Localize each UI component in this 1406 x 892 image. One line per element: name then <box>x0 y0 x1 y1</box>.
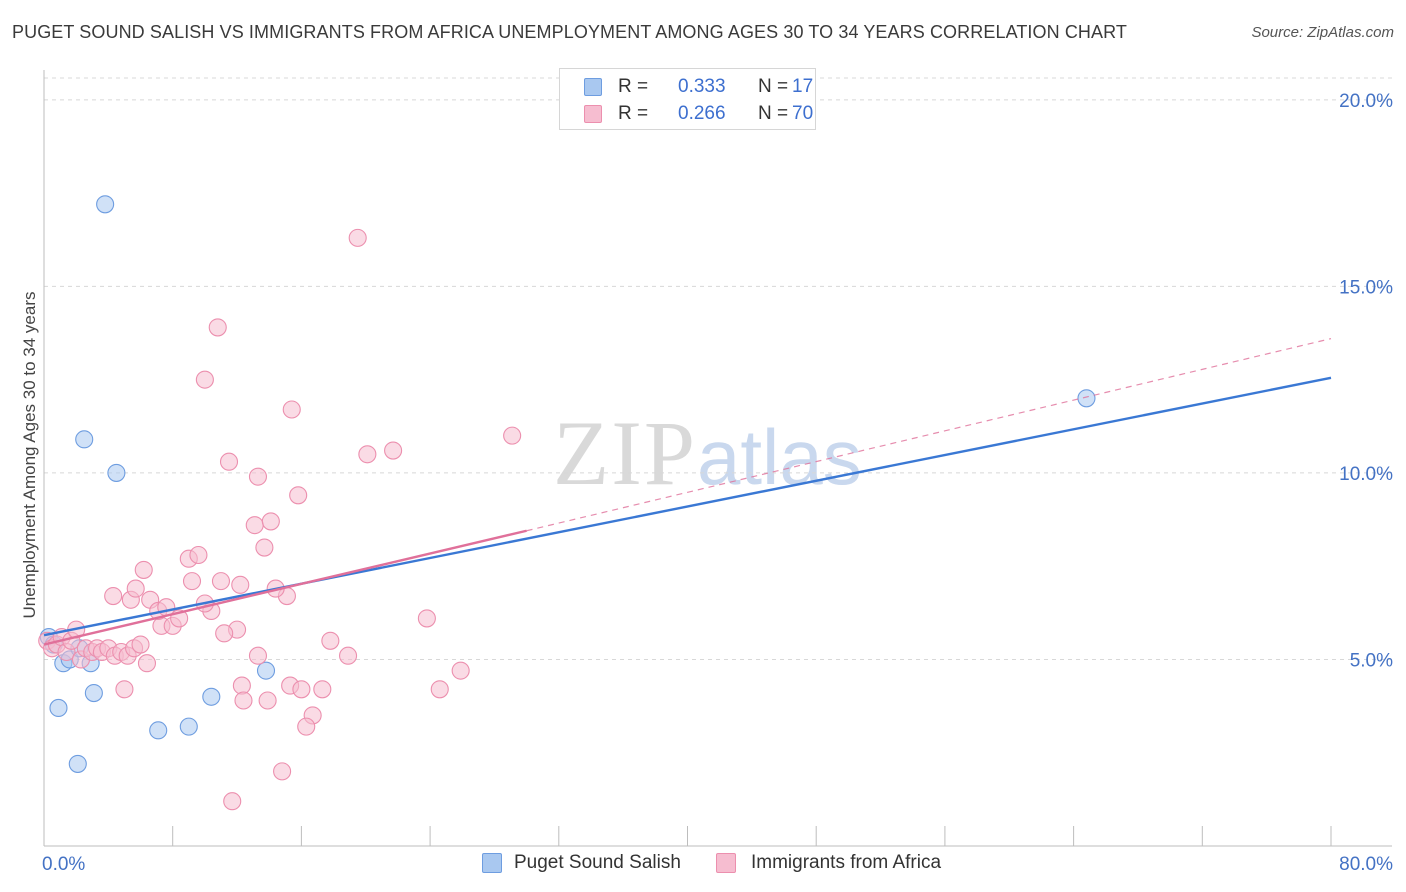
africa-point-58 <box>451 661 470 680</box>
africa-point-18 <box>137 654 157 673</box>
africa-point-63 <box>234 691 253 710</box>
legend-r-value: 0.266 <box>678 103 726 124</box>
salish-point-9 <box>96 195 115 214</box>
legend-n-value: 70 <box>792 103 814 124</box>
gridlines <box>44 77 1392 660</box>
africa-point-61 <box>292 680 311 699</box>
africa-point-50 <box>358 445 377 464</box>
legend-n-value: 17 <box>792 76 814 97</box>
legend-r-value: 0.333 <box>678 76 726 97</box>
africa-point-69 <box>115 680 134 699</box>
africa-point-57 <box>430 680 449 699</box>
salish-point-15 <box>256 661 276 680</box>
salish-point-14 <box>202 687 221 706</box>
trend-lines <box>43 338 1332 646</box>
watermark-atlas: atlas <box>697 413 862 501</box>
salish-point-6 <box>49 698 68 718</box>
legend-r-label: R = <box>618 76 649 97</box>
africa-point-44 <box>289 486 308 505</box>
africa-point-53 <box>348 228 367 247</box>
x-tick-label-0: 0.0% <box>42 854 85 875</box>
legend-swatch-pink <box>716 853 736 873</box>
watermark: ZIPatlas <box>553 400 862 506</box>
legend-n-label: N = <box>758 76 789 97</box>
africa-point-32 <box>211 572 231 591</box>
africa-point-48 <box>208 318 227 337</box>
africa-point-55 <box>339 646 358 665</box>
legend-swatch-blue <box>482 853 502 873</box>
africa-trend-line <box>43 529 527 646</box>
africa-point-66 <box>297 717 316 736</box>
legend-n-label: N = <box>758 103 789 124</box>
salish-point-7 <box>84 683 103 703</box>
africa-point-29 <box>182 572 202 591</box>
source-label: Source: ZipAtlas.com <box>1251 24 1394 41</box>
data-points <box>38 195 1096 811</box>
salish-trend-line <box>43 376 1332 637</box>
salish-point-8 <box>68 754 87 773</box>
africa-point-17 <box>131 635 150 654</box>
africa-point-56 <box>417 609 436 628</box>
africa-point-51 <box>384 441 403 460</box>
africa-point-38 <box>245 516 264 535</box>
y-tick-label-1: 10.0% <box>1339 464 1393 485</box>
africa-point-37 <box>231 575 250 594</box>
y-tick-label-3: 20.0% <box>1339 91 1393 112</box>
africa-point-67 <box>273 762 292 781</box>
africa-point-47 <box>195 370 214 389</box>
africa-point-36 <box>134 560 153 579</box>
africa-point-34 <box>215 624 234 643</box>
x-tick-label-1: 80.0% <box>1339 854 1393 875</box>
africa-point-59 <box>232 676 251 695</box>
africa-point-45 <box>219 452 239 471</box>
legend-label-africa: Immigrants from Africa <box>751 852 942 873</box>
chart-title: PUGET SOUND SALISH VS IMMIGRANTS FROM AF… <box>12 22 1128 42</box>
y-tick-label-0: 5.0% <box>1350 650 1393 671</box>
salish-point-11 <box>107 463 126 482</box>
africa-point-64 <box>258 691 277 710</box>
legend-swatch-pink <box>584 105 602 123</box>
salish-point-16 <box>1077 389 1096 408</box>
africa-point-52 <box>503 426 522 445</box>
legend-label-salish: Puget Sound Salish <box>514 852 681 873</box>
africa-point-35 <box>248 646 268 665</box>
africa-point-49 <box>282 400 301 419</box>
africa-point-46 <box>248 467 268 486</box>
watermark-zip: ZIP <box>553 402 697 504</box>
africa-point-21 <box>104 586 123 606</box>
africa-point-62 <box>313 680 332 699</box>
africa-point-54 <box>321 631 340 650</box>
africa-point-30 <box>189 545 208 565</box>
legend-swatch-blue <box>584 78 602 96</box>
correlation-legend: R = 0.333 N = 17 R = 0.266 N = 70 <box>559 68 816 130</box>
africa-point-23 <box>126 579 145 598</box>
y-tick-label-2: 15.0% <box>1339 277 1393 298</box>
africa-point-40 <box>261 512 280 531</box>
salish-point-10 <box>75 430 94 449</box>
salish-point-12 <box>149 721 168 740</box>
africa-point-68 <box>223 792 242 811</box>
africa-trend-extension <box>526 338 1332 532</box>
legend-r-label: R = <box>618 103 649 124</box>
salish-point-13 <box>179 717 198 736</box>
africa-point-39 <box>255 538 274 557</box>
tick-labels: 5.0% 10.0% 15.0% 20.0% 0.0% 80.0% <box>42 91 1393 875</box>
axes <box>43 70 1392 847</box>
